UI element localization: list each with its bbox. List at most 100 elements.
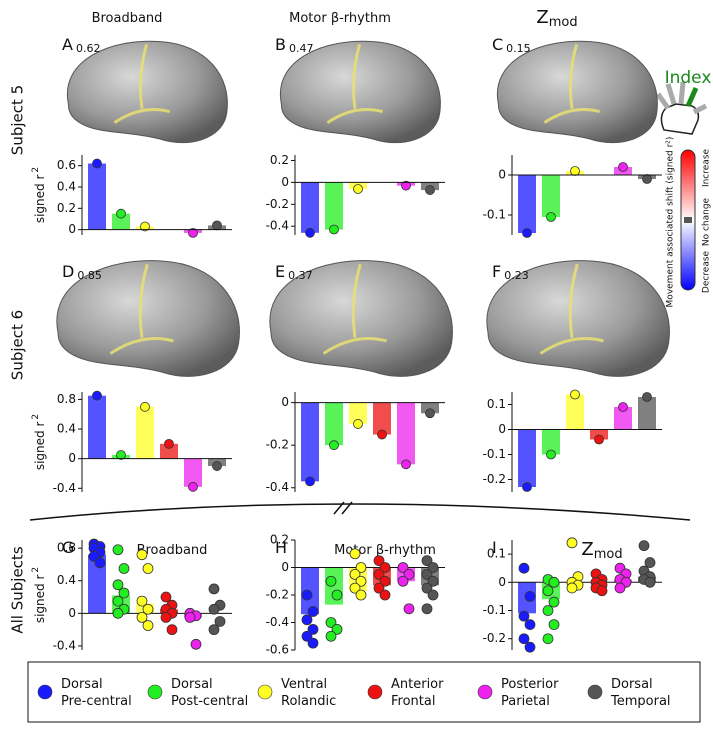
panel-label: G: [62, 538, 74, 557]
brain-value: 0.47: [289, 42, 314, 55]
brain: [486, 260, 670, 377]
bar-dot: [329, 440, 339, 451]
subject-point: [542, 633, 554, 645]
subject-point: [379, 589, 391, 601]
sulcus: [539, 263, 604, 355]
subject-point: [301, 630, 313, 642]
bar: [301, 402, 319, 482]
legend-marker: [587, 684, 603, 700]
column-title: Zmod: [536, 7, 577, 30]
bar-dot: [353, 419, 363, 429]
y-tick-label: 0.1: [487, 397, 506, 411]
subject-point: [142, 603, 154, 615]
subject-point: [301, 589, 313, 601]
sulcus: [322, 263, 387, 355]
subject-point: [331, 623, 343, 635]
subject-point: [518, 562, 530, 574]
bar: [373, 402, 391, 435]
subject-point: [355, 589, 367, 601]
brain-value: 0.62: [76, 42, 101, 55]
subject-point: [118, 587, 130, 599]
bar: [614, 407, 632, 430]
subject-point: [566, 537, 578, 549]
title-main: Motor β-rhythm: [334, 543, 436, 558]
y-tick-label: 0.4: [57, 180, 76, 194]
panel-label: I: [492, 538, 497, 557]
subject-point: [548, 619, 560, 631]
bar: [88, 554, 106, 614]
subject-point: [373, 555, 385, 567]
bar-dot: [140, 401, 150, 412]
y-tick-label: 0: [281, 395, 289, 409]
bar: [112, 213, 130, 230]
legend-marker: [257, 684, 273, 700]
subject-point: [379, 575, 391, 587]
subject-point: [638, 540, 650, 552]
bar: [638, 397, 656, 430]
bar-dot: [92, 390, 102, 401]
bar-dot: [425, 185, 435, 195]
legend-line: Dorsal: [61, 677, 103, 692]
title-main: Broadband: [92, 11, 163, 26]
y-tick-label: -0.4: [266, 219, 289, 233]
subject-point: [421, 603, 433, 615]
panel-letter: F: [492, 262, 501, 281]
bar: [590, 429, 608, 440]
colorbar-label: Decrease: [702, 250, 712, 293]
bar-dot: [188, 481, 198, 492]
legend-marker: [367, 684, 383, 700]
legend-line: Anterior: [391, 677, 444, 692]
y-tick-label: -0.2: [266, 197, 289, 211]
legend-label: Ventral Rolandic: [281, 677, 336, 709]
separator: [29, 503, 691, 521]
y-tick-label: 0.8: [57, 392, 76, 406]
hand-icon: [655, 81, 708, 135]
title-sub: mod: [594, 547, 623, 562]
subject-point: [349, 582, 361, 594]
ylabel-main: signed r: [33, 175, 47, 224]
bar: [325, 182, 343, 230]
subject-point: [166, 624, 178, 636]
legend-marker: [37, 684, 53, 700]
subject-point: [325, 630, 337, 642]
y-tick-label: -0.1: [483, 603, 506, 617]
subject-point: [427, 562, 439, 573]
colorbar-zero: [684, 217, 692, 223]
subject-point: [397, 562, 409, 573]
legend-line: Pre-central: [61, 694, 132, 709]
bar-dot: [570, 166, 580, 176]
y-axis-label: signed r 2: [31, 414, 47, 470]
subject-point: [421, 582, 433, 594]
bar: [542, 429, 560, 455]
subject-point: [307, 606, 319, 617]
panel-letter: B: [275, 35, 286, 54]
subject-point: [325, 575, 337, 587]
panel-label: B 0.47: [275, 35, 313, 56]
panel-label: C 0.15: [492, 35, 531, 56]
panel-letter: H: [275, 538, 287, 557]
legend-label: Posterior Parietal: [501, 677, 559, 709]
colorbar-label: No change: [702, 197, 712, 246]
legend-line: Dorsal: [611, 677, 653, 692]
bar-dot: [546, 449, 556, 460]
index-label: Index: [665, 68, 712, 88]
brain: [279, 40, 441, 144]
bar-dot: [212, 220, 222, 231]
y-tick-label: 0: [68, 222, 76, 236]
bar-dot: [401, 180, 411, 191]
sulcus: [113, 43, 170, 124]
y-tick-label: -0.4: [53, 638, 76, 652]
y-tick-label: -0.6: [266, 643, 289, 657]
bar-dot: [618, 162, 628, 172]
y-tick-label: 0.8: [57, 541, 76, 555]
subject-point: [403, 603, 415, 615]
y-tick-label: 0.4: [57, 573, 76, 587]
y-tick-label: -0.2: [266, 438, 289, 452]
column-title: Zmod: [581, 539, 622, 562]
subject-point: [301, 614, 313, 626]
subject-point: [397, 575, 409, 587]
bar-dot: [116, 450, 126, 460]
subject-label: Subject 5: [9, 85, 27, 155]
subject-point: [566, 582, 578, 594]
